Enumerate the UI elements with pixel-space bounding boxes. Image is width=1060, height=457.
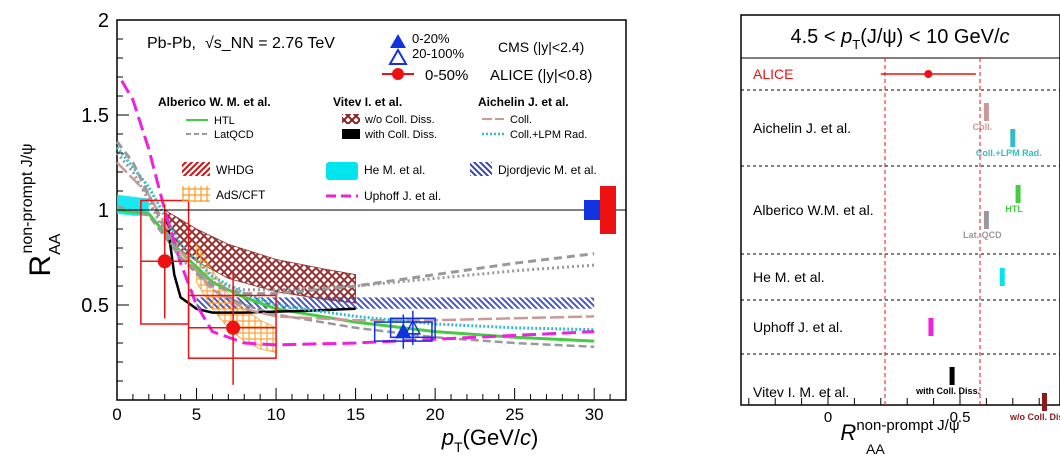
left-x-tick-label: 15: [346, 405, 365, 424]
left-y-axis-label: RAAnon-prompt J/ψ: [19, 143, 64, 276]
right-row-label: ALICE: [753, 66, 793, 82]
right-model-marker: [1010, 129, 1016, 147]
legend-latqcd-label: LatQCD: [214, 129, 254, 141]
right-model-marker: [928, 318, 934, 336]
legend-whdg-marker: [182, 162, 210, 176]
right-model-marker-label: Coll.+LPM Rad.: [976, 148, 1042, 158]
left-y-tick-label: 1: [98, 200, 109, 222]
legend-adscft-marker: [182, 186, 210, 202]
right-model-marker: [949, 367, 955, 385]
left-x-tick-label: 5: [192, 405, 201, 424]
right-model-marker: [999, 268, 1005, 286]
right-row-label: Aichelin J. et al.: [753, 120, 851, 136]
legend-adscft-label: AdS/CFT: [216, 188, 266, 202]
cms-label: CMS (|y|<2.4): [498, 39, 584, 55]
series-latqcd: [116, 205, 595, 349]
right-alice-marker: [924, 70, 933, 78]
right-x-tick-label: 0: [824, 409, 832, 426]
legend-vitev-wo-label: w/o Coll. Diss.: [364, 114, 435, 126]
legend-group-alberico-title: Alberico W. M. et al.: [158, 95, 271, 109]
cms-data-point: [404, 319, 422, 335]
legend-djordjevic-marker: [470, 162, 492, 176]
legend-uphoff-label: Uphoff J. et al.: [364, 189, 441, 203]
right-row-label: Alberico W.M. et al.: [753, 202, 874, 218]
left-panel: 0 5 10 15 20 25 30 0.5 1 1.5 2 RAAnon-prompt J/ψ p…: [19, 10, 627, 455]
left-x-tick-label: 25: [505, 405, 524, 424]
alice-global-uncertainty: [600, 186, 616, 234]
right-x-axis-label: Rnon-prompt J/ψ: [840, 417, 959, 445]
right-model-marker: [1041, 393, 1047, 411]
right-x-tick-label: 0.5: [950, 409, 971, 426]
band-djordjevic-m-et-al-: [196, 297, 595, 309]
right-model-marker-label: Coll.: [973, 122, 993, 132]
legend-vitev-with-label: with Coll. Diss.: [364, 129, 437, 141]
legend-htl-label: HTL: [214, 115, 235, 127]
series-uphoff-j-et-al-: [120, 80, 595, 347]
cms-centrality-2: 20-100%: [412, 46, 464, 61]
right-model-marker: [983, 103, 989, 121]
legend-djordjevic-label: Djordjevic M. et al.: [498, 163, 597, 177]
alice-legend-marker: [392, 68, 404, 80]
series-with-coll-diss-: [165, 213, 356, 314]
left-x-axis-label: pT(GeV/c): [441, 425, 539, 455]
legend-he-label: He M. et al.: [364, 163, 425, 177]
left-x-tick-label: 0: [112, 405, 121, 424]
cms-centrality-1: 0-20%: [412, 31, 450, 46]
right-model-marker: [983, 211, 989, 229]
collision-system: Pb-Pb,: [147, 35, 196, 52]
right-model-marker-label: HTL: [1005, 204, 1023, 214]
cms-global-uncertainty: [584, 200, 600, 220]
cms-0-20-legend-marker: [390, 34, 406, 48]
right-row-label: Vitev I. M. et al.: [753, 384, 849, 400]
right-panel-title: 4.5 < pT(J/ψ) < 10 GeV/c: [791, 26, 1010, 52]
cms-20-100-legend-marker: [388, 47, 408, 65]
legend-vitev-with-marker: [342, 129, 360, 139]
right-panel: 4.5 < pT(J/ψ) < 10 GeV/c ALICE Aichelin J…: [740, 14, 1060, 457]
legend-group-aichelin-title: Aichelin J. et al.: [478, 95, 569, 109]
right-model-marker: [1015, 185, 1021, 203]
right-model-marker-label: w/o Coll. Diss.: [1009, 412, 1060, 422]
right-plot-frame: [740, 14, 1060, 406]
legend-he-marker: [326, 162, 358, 180]
right-row-label: Uphoff J. et al.: [753, 319, 843, 335]
legend-whdg-label: WHDG: [216, 163, 254, 177]
left-y-tick-label: 0.5: [81, 295, 109, 317]
legend-lpm-label: Coll.+LPM Rad.: [510, 129, 587, 141]
left-x-tick-label: 20: [426, 405, 445, 424]
right-model-marker-label: with Coll. Diss.: [915, 386, 980, 396]
series-gray-dotted-upper: [115, 152, 595, 292]
series-gray-dashed-upper: [115, 140, 595, 296]
alice-label: ALICE (|y|<0.8): [490, 67, 592, 84]
alice-syst-box: [187, 294, 277, 359]
right-x-axis-subscript: AA: [866, 441, 885, 457]
right-model-marker-label: Lat. QCD: [963, 230, 1002, 240]
alice-centrality: 0-50%: [425, 67, 468, 84]
left-x-tick-label: 30: [585, 405, 604, 424]
legend-coll-label: Coll.: [510, 114, 532, 126]
left-y-axis-superscript: non-prompt J/ψ: [19, 143, 36, 253]
left-y-tick-label: 1.5: [81, 105, 109, 127]
alice-data-point: [226, 320, 241, 335]
collision-energy: √s_NN = 2.76 TeV: [205, 35, 335, 52]
alice-syst-box: [140, 199, 190, 325]
legend-vitev-wo-marker: [342, 114, 360, 124]
alice-data-point: [157, 254, 172, 269]
right-row-label: He M. et al.: [753, 269, 825, 285]
legend-group-vitev-title: Vitev I. et al.: [333, 95, 402, 109]
left-y-tick-label: 2: [98, 10, 109, 32]
left-x-tick-label: 10: [267, 405, 286, 424]
